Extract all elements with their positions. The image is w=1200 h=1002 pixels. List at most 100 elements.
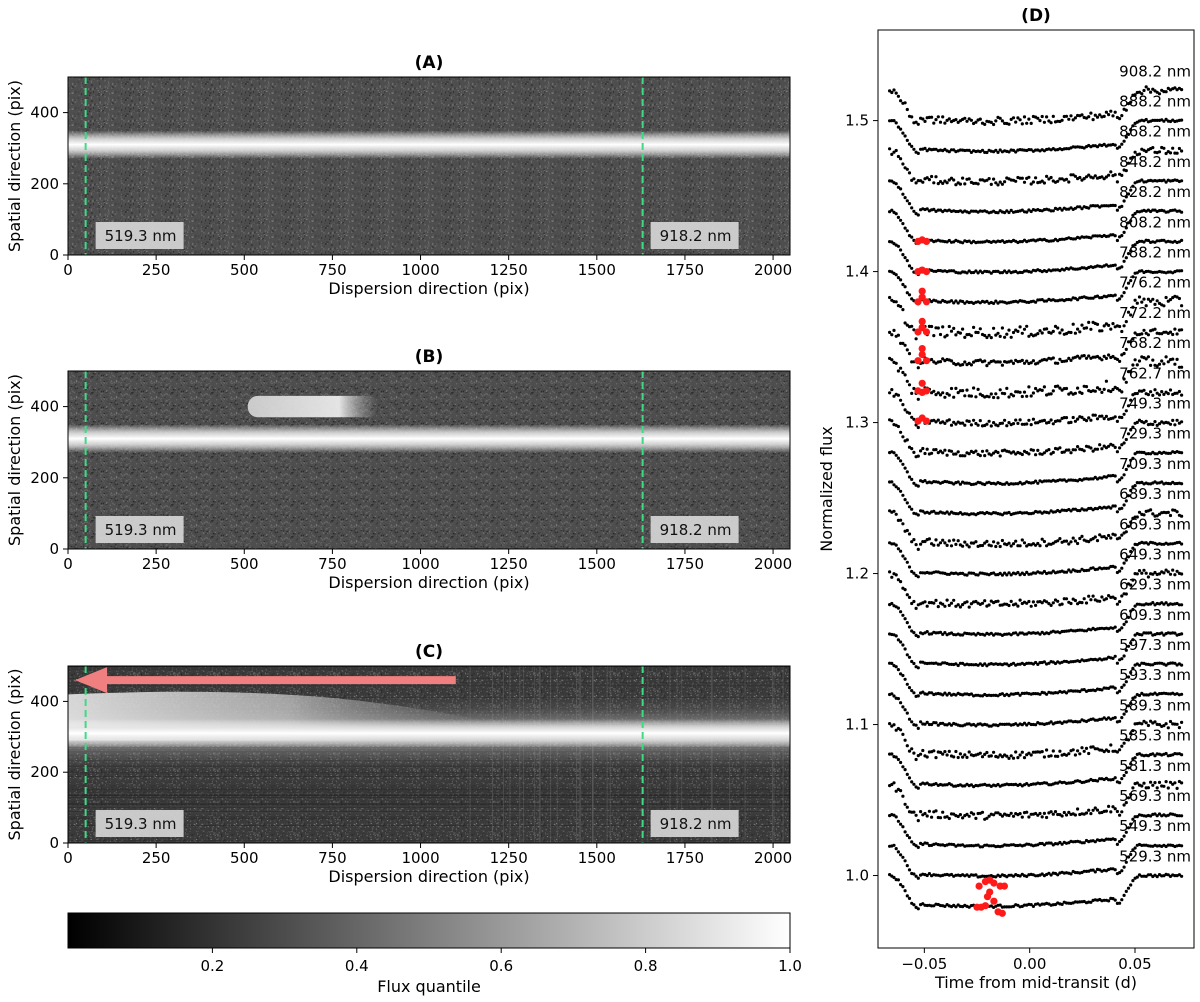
data-point [998,812,1002,817]
data-point [1122,377,1126,381]
data-point [1129,549,1133,554]
data-point [987,419,991,423]
data-point [1011,661,1016,665]
data-point [1120,626,1124,630]
panel-title: (D) [1021,6,1051,26]
data-point [1177,296,1181,301]
x-tick-label: 1000 [401,261,439,279]
data-point [998,903,1002,907]
data-point [1027,815,1031,819]
data-point [905,593,909,597]
data-point [901,462,905,466]
data-point [1166,299,1170,303]
data-point [1126,796,1131,800]
data-point [910,659,914,664]
data-point [896,244,901,248]
data-point [1142,240,1146,244]
data-point [1102,324,1106,328]
data-point [1087,173,1091,177]
data-point [947,117,951,121]
data-point [1173,874,1177,878]
data-point [896,125,901,129]
series-label: 908.2 nm [1119,62,1191,80]
data-point [980,755,985,759]
data-point [1053,324,1058,328]
y-tick-label: 200 [30,469,59,487]
data-point [1149,390,1153,394]
data-point [1018,573,1022,577]
outlier-point [990,879,998,887]
data-point [1064,298,1069,302]
data-point [1076,386,1080,390]
data-point [1069,358,1073,362]
data-point [954,209,958,214]
data-point [1082,569,1086,573]
series-label: 729.3 nm [1119,425,1191,443]
data-point [1080,391,1084,395]
data-point [954,183,958,187]
data-point [1168,422,1173,426]
data-point [1115,419,1119,423]
data-point [1107,566,1111,570]
marker-label: 519.3 nm [105,227,177,245]
data-point [1078,536,1082,541]
data-point [1129,100,1133,104]
data-point [1173,86,1177,90]
data-point [1018,418,1022,422]
data-point [1076,298,1080,302]
data-point [1060,814,1064,818]
data-point [1129,428,1133,432]
data-point [1142,843,1146,847]
x-tick-label: 1500 [578,261,616,279]
data-point [1102,417,1106,421]
data-point [914,181,918,185]
data-point [943,691,947,695]
data-point [1135,363,1139,367]
data-point [914,543,918,547]
data-point [1107,113,1111,117]
data-point [1045,115,1049,119]
data-point [1162,119,1166,123]
data-point [972,209,976,213]
data-point [961,421,965,425]
data-point [1137,663,1142,667]
data-point [1120,415,1124,420]
data-point [1087,594,1091,598]
data-point [1102,535,1106,539]
data-point [958,633,963,637]
data-point [1113,143,1117,147]
data-point [1144,85,1148,89]
data-point [938,360,943,364]
data-point [912,481,916,485]
data-point [890,179,894,183]
data-point [892,394,896,398]
data-point [903,285,907,289]
data-point [1157,150,1162,154]
data-point [1051,329,1055,333]
data-point [901,192,905,196]
data-point [972,812,976,816]
series-label: 828.2 nm [1119,183,1191,201]
data-point [1173,362,1177,366]
data-point [941,451,945,455]
data-point [1122,473,1126,477]
data-point [1031,782,1035,786]
data-point [1124,256,1128,260]
data-point [936,418,940,422]
data-point [1155,364,1159,368]
data-point [905,259,909,263]
data-point [1126,738,1131,742]
data-point [1078,720,1082,724]
data-point [914,844,918,848]
data-point [890,358,894,362]
data-point [1005,722,1009,726]
data-point [1078,509,1082,513]
data-point [914,723,918,727]
data-point [985,750,989,755]
data-point [965,573,969,577]
data-point [1129,583,1133,587]
data-point [961,176,965,180]
data-point [1164,117,1168,121]
data-point [936,543,940,547]
data-point [1113,686,1117,690]
